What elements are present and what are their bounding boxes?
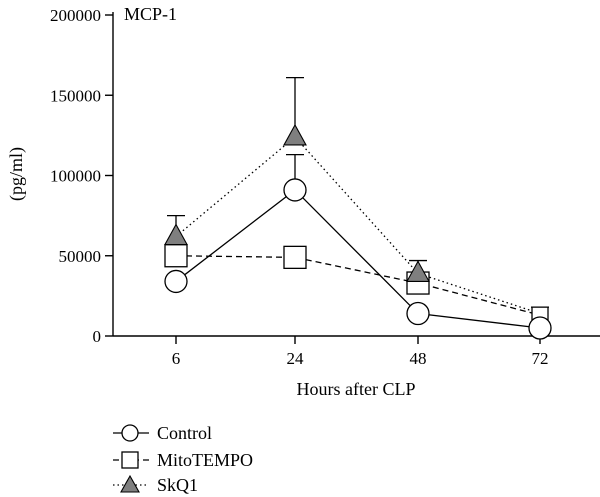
y-tick-label: 100000 [50, 167, 101, 186]
x-tick-label: 48 [410, 349, 427, 368]
data-point-mitotempo [283, 245, 307, 270]
data-point-control [283, 178, 307, 202]
data-point-control [406, 301, 430, 326]
y-tick-label: 0 [93, 327, 102, 346]
data-point-mitotempo [164, 244, 188, 268]
legend-marker-skq1 [120, 474, 140, 493]
panel-title: MCP-1 [124, 4, 177, 24]
y-axis-label: (pg/ml) [6, 147, 27, 201]
x-tick-label: 6 [172, 349, 181, 368]
x-tick-label: 72 [532, 349, 549, 368]
data-point-control [164, 269, 188, 294]
plot-area [164, 76, 552, 340]
legend-marker-mitotempo [121, 451, 139, 469]
legend-label-skq1: SkQ1 [157, 475, 198, 495]
series-line-skq1 [175, 136, 541, 315]
legend-entry-control: Control [113, 423, 212, 443]
legend-label-control: Control [157, 423, 212, 443]
data-point-skq1 [283, 123, 307, 146]
y-ticks: 0 50000 100000 150000 200000 [50, 6, 113, 346]
data-point-control [528, 316, 552, 340]
data-point-skq1 [164, 223, 188, 246]
legend-marker-control [121, 424, 139, 442]
legend-entry-skq1: SkQ1 [113, 474, 198, 495]
data-point-skq1 [406, 260, 430, 282]
series-line-mitotempo [175, 255, 541, 316]
y-tick-label: 200000 [50, 6, 101, 25]
x-tick-label: 24 [287, 349, 305, 368]
y-tick-label: 50000 [59, 247, 102, 266]
legend-label-mitotempo: MitoTEMPO [157, 450, 253, 470]
x-axis-label: Hours after CLP [297, 379, 416, 399]
x-ticks: 6 24 48 72 [172, 336, 549, 368]
series-line-control [175, 189, 541, 329]
legend: Control MitoTEMPO SkQ1 [113, 423, 253, 495]
y-tick-label: 150000 [50, 86, 101, 105]
legend-entry-mitotempo: MitoTEMPO [113, 450, 253, 470]
